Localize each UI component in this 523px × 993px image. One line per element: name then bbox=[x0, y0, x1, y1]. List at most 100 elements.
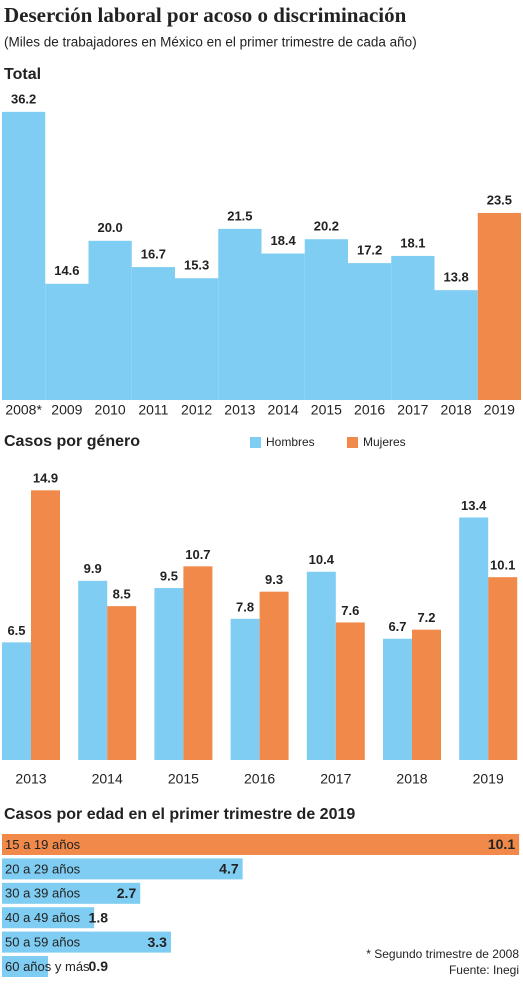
bar bbox=[391, 255, 435, 400]
value-label: 20.2 bbox=[314, 219, 339, 234]
bar bbox=[131, 267, 175, 400]
x-tick-label: 2013 bbox=[15, 771, 46, 787]
bar bbox=[107, 606, 137, 760]
bar bbox=[261, 253, 305, 400]
bar bbox=[2, 834, 520, 855]
category-label: 50 a 59 años bbox=[5, 935, 81, 950]
legend-label: Hombres bbox=[266, 435, 315, 449]
value-label: 18.1 bbox=[400, 235, 425, 250]
value-label: 15.3 bbox=[184, 258, 209, 273]
x-tick-label: 2017 bbox=[320, 771, 351, 787]
x-tick-label: 2012 bbox=[181, 402, 212, 418]
legend-swatch bbox=[250, 437, 261, 448]
bar bbox=[2, 956, 49, 977]
bar bbox=[335, 622, 365, 760]
x-tick-label: 2015 bbox=[311, 402, 342, 418]
value-label: 36.2 bbox=[11, 91, 36, 106]
value-label: 1.8 bbox=[89, 909, 109, 925]
bar bbox=[259, 591, 289, 760]
bar bbox=[459, 517, 489, 760]
bar bbox=[434, 290, 478, 400]
value-label: 6.5 bbox=[7, 623, 25, 638]
value-label: 10.7 bbox=[185, 547, 210, 562]
x-tick-label: 2008* bbox=[5, 402, 42, 418]
bar bbox=[304, 239, 348, 400]
value-label: 20.0 bbox=[97, 220, 122, 235]
x-tick-label: 2016 bbox=[244, 771, 275, 787]
value-label: 10.1 bbox=[488, 836, 515, 852]
bar bbox=[477, 212, 521, 400]
chart-title: Casos por género bbox=[4, 433, 140, 450]
x-tick-label: 2019 bbox=[484, 402, 515, 418]
legend-swatch bbox=[347, 437, 358, 448]
subtitle: (Miles de trabajadores en México en el p… bbox=[4, 35, 417, 50]
value-label: 3.3 bbox=[147, 934, 167, 950]
value-label: 2.7 bbox=[117, 885, 137, 901]
value-label: 0.9 bbox=[89, 958, 109, 974]
value-label: 16.7 bbox=[141, 247, 166, 262]
bar bbox=[2, 882, 141, 904]
chart-title: Casos por edad en el primer trimestre de… bbox=[4, 806, 355, 823]
category-label: 40 a 49 años bbox=[5, 910, 81, 925]
source: Fuente: Inegi bbox=[449, 963, 519, 977]
x-tick-label: 2014 bbox=[92, 771, 123, 787]
bar bbox=[154, 588, 184, 760]
footnote: * Segundo trimestre de 2008 bbox=[366, 947, 519, 961]
value-label: 6.7 bbox=[388, 619, 406, 634]
x-tick-label: 2009 bbox=[51, 402, 82, 418]
bar bbox=[230, 618, 260, 760]
value-label: 21.5 bbox=[227, 208, 252, 223]
bar bbox=[383, 638, 412, 760]
value-label: 7.6 bbox=[341, 603, 359, 618]
category-label: 60 años y más bbox=[5, 959, 90, 974]
bar bbox=[183, 566, 213, 760]
x-tick-label: 2016 bbox=[354, 402, 385, 418]
bar bbox=[218, 228, 262, 400]
x-tick-label: 2010 bbox=[95, 402, 126, 418]
category-label: 30 a 39 años bbox=[5, 886, 81, 901]
value-label: 9.9 bbox=[84, 561, 102, 576]
title: Deserción laboral por acoso o discrimina… bbox=[4, 3, 407, 27]
value-label: 4.7 bbox=[219, 861, 239, 877]
bar bbox=[2, 111, 46, 401]
chart-title: Total bbox=[4, 66, 41, 83]
category-label: 20 a 29 años bbox=[5, 861, 81, 876]
x-tick-label: 2018 bbox=[396, 771, 427, 787]
value-label: 13.8 bbox=[443, 270, 468, 285]
x-tick-label: 2014 bbox=[268, 402, 299, 418]
x-tick-label: 2015 bbox=[168, 771, 199, 787]
bar bbox=[88, 240, 132, 400]
bar bbox=[488, 577, 518, 760]
x-tick-label: 2017 bbox=[397, 402, 428, 418]
category-label: 15 a 19 años bbox=[5, 837, 81, 852]
bar bbox=[45, 283, 89, 400]
bar bbox=[78, 580, 108, 760]
value-label: 13.4 bbox=[461, 498, 487, 513]
bar bbox=[2, 931, 171, 953]
bar bbox=[306, 571, 336, 760]
bar bbox=[2, 858, 243, 880]
bar bbox=[31, 490, 60, 760]
value-label: 14.9 bbox=[33, 471, 58, 486]
bar bbox=[2, 642, 31, 760]
value-label: 7.8 bbox=[236, 599, 254, 614]
value-label: 9.5 bbox=[160, 568, 178, 583]
value-label: 9.3 bbox=[265, 572, 283, 587]
value-label: 18.4 bbox=[270, 233, 296, 248]
value-label: 23.5 bbox=[487, 192, 512, 207]
x-tick-label: 2013 bbox=[224, 402, 255, 418]
value-label: 7.2 bbox=[417, 610, 435, 625]
value-label: 17.2 bbox=[357, 243, 382, 258]
bar bbox=[2, 907, 95, 929]
bar bbox=[412, 629, 441, 760]
x-tick-label: 2011 bbox=[138, 402, 168, 418]
value-label: 14.6 bbox=[54, 263, 79, 278]
legend-label: Mujeres bbox=[363, 435, 406, 449]
x-tick-label: 2019 bbox=[473, 771, 504, 787]
value-label: 8.5 bbox=[113, 587, 131, 602]
x-tick-label: 2018 bbox=[441, 402, 472, 418]
bar bbox=[348, 263, 392, 400]
value-label: 10.1 bbox=[490, 558, 515, 573]
value-label: 10.4 bbox=[309, 552, 335, 567]
